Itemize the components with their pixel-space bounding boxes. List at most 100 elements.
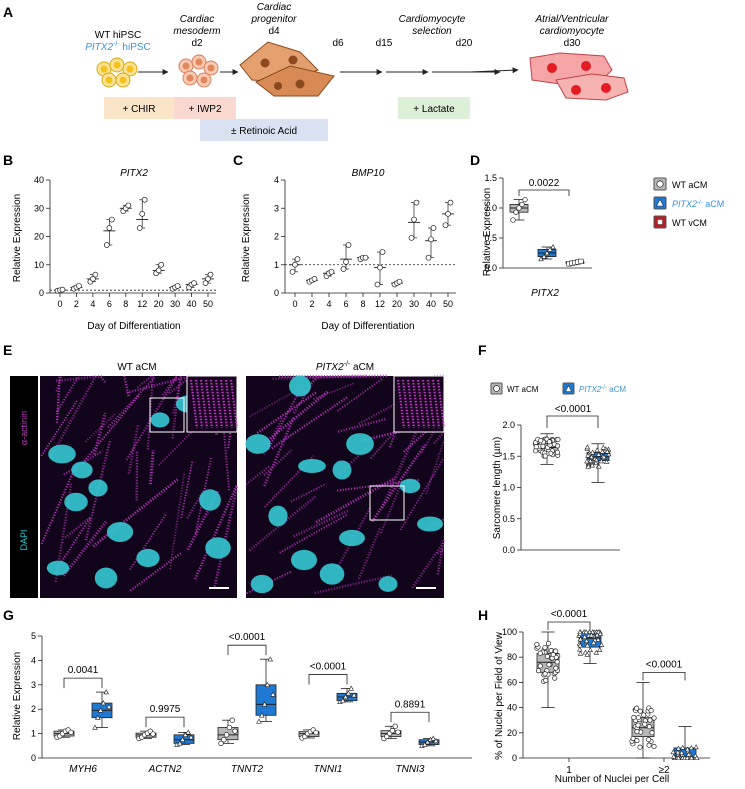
panel-b-point: [139, 211, 146, 217]
image-wt-inset-striation: [195, 379, 203, 429]
panel-g-pvalue: <0.0001: [310, 661, 347, 672]
panel-f-point: [533, 444, 539, 450]
panel-g-gene-label: TNNT2: [231, 764, 264, 775]
panel-b-chart: PITX2 Relative Expression Day of Differe…: [12, 168, 216, 332]
panel-h-point: [596, 647, 603, 652]
panel-g-point: [348, 685, 355, 691]
panel-b-point: [108, 216, 115, 223]
panel-g-point: [92, 724, 98, 730]
progenitor-cells: [239, 41, 335, 97]
legend-main: WT aCM PITX2-/- aCM WT vCM: [653, 177, 724, 229]
panel-g-point: [68, 729, 74, 736]
image-ko-inset-striation: [397, 379, 405, 429]
panel-h-point: [630, 735, 636, 742]
legend-f-ko-tail: aCM: [607, 385, 626, 394]
legend-pitx2: PITX2-/- aCM: [672, 199, 724, 209]
panel-b-point: [191, 280, 197, 286]
image-wt-inset-striation: [230, 379, 238, 429]
panel-c-point: [396, 278, 403, 285]
panel-h-bracket: [547, 621, 591, 630]
panel-h-point: [686, 751, 692, 757]
panel-f-ytick-label: 1.5: [502, 451, 515, 461]
panel-f-point: [594, 447, 600, 453]
panel-d-point: [510, 217, 516, 223]
image-ko-sarcomere-fiber: [292, 508, 350, 538]
panel-h-pvalue: <0.0001: [551, 609, 588, 620]
image-ko-sarcomere-fiber: [399, 457, 445, 531]
panel-d-point: [578, 258, 584, 265]
panel-h-point: [670, 749, 676, 755]
image-ko-sarcomere-fiber: [388, 382, 419, 448]
image-wt-sarcomere-fiber: [84, 413, 116, 443]
panel-f-ytick-label: 0.0: [502, 545, 515, 555]
panel-letter-d: D: [470, 152, 480, 168]
panel-g-point: [100, 700, 107, 706]
panel-h-point: [594, 632, 600, 638]
panel-h-ytick-label: 0: [512, 753, 517, 763]
legend-f-ko: PITX2-/- aCM: [579, 385, 626, 394]
panel-d-bracket: [518, 189, 570, 196]
panel-h-point: [593, 649, 600, 655]
panel-f-point: [546, 439, 552, 445]
panel-h-point: [588, 632, 595, 638]
panel-h-ylabel: % of Nuclei per Field of View: [494, 631, 505, 759]
cell-line-ko-gene: PITX2: [85, 42, 113, 53]
panel-g-bracket: [308, 674, 348, 685]
image-ko-inset-striation: [407, 379, 415, 429]
image-ko-nucleus: [339, 529, 365, 547]
panel-h-point: [590, 639, 597, 645]
stage-2-day: d4: [268, 26, 280, 37]
panel-h-point: [648, 708, 654, 714]
panel-h-point: [688, 745, 695, 750]
panel-h-point: [587, 647, 593, 653]
panel-c-point: [430, 225, 437, 231]
panel-b-ytick-label: 30: [34, 203, 44, 213]
image-ko-inset-striation: [432, 379, 440, 429]
panel-g-tnnt2-series-1-box: [255, 684, 277, 716]
image-wt-sarcomere-fiber: [193, 484, 239, 580]
mesoderm-cluster: [178, 54, 219, 88]
panel-h-point: [651, 715, 657, 721]
panel-f-ytick-label: 0.5: [502, 514, 515, 524]
panel-g-point: [232, 728, 238, 734]
panel-h-point: [583, 638, 590, 644]
panel-f-point: [587, 458, 594, 463]
legend-wt-vcm: WT vCM: [672, 218, 707, 228]
panel-h-ytick-label: 20: [507, 728, 517, 738]
image-wt-sarcomere-fiber: [125, 375, 179, 461]
legend-f-ko-gene: PITX2: [579, 385, 602, 394]
panel-b-point: [207, 271, 214, 278]
panel-letter-h: H: [478, 607, 488, 623]
panel-h-point: [675, 755, 682, 761]
panel-d-point: [544, 250, 550, 256]
image-wt-inset-striation: [215, 379, 223, 429]
panel-b-xtick-label: 50: [203, 299, 213, 309]
panel-h-point: [631, 714, 637, 721]
image-ko-sarcomere-fiber: [272, 374, 368, 381]
panel-g-pvalue: <0.0001: [229, 632, 266, 643]
stage-2-name2: progenitor: [250, 14, 297, 25]
stain-dapi: DAPI: [19, 529, 29, 550]
image-ko-sarcomere-fiber: [256, 390, 318, 434]
image-ko-nucleus: [250, 574, 274, 594]
image-ko-sarcomere-fiber: [267, 392, 300, 450]
panel-h-point: [534, 641, 540, 647]
panel-g-gene-label: TNNI1: [314, 764, 343, 775]
panel-f-point: [604, 448, 611, 454]
cell-line-wt: WT hiPSC: [95, 30, 142, 41]
panel-h-point: [649, 730, 655, 736]
panel-b-point: [205, 276, 211, 282]
panel-c-ytick-label: 2: [274, 232, 279, 242]
panel-f-point: [599, 448, 606, 454]
panel-h-point: [582, 634, 588, 639]
panel-g-point: [223, 732, 230, 738]
panel-g-point: [258, 712, 265, 718]
panel-c-xtick-label: 4: [326, 299, 331, 309]
panel-letter-f: F: [478, 342, 487, 358]
panel-g-pvalue: 0.0041: [68, 665, 99, 676]
panel-h-point: [675, 749, 681, 755]
panel-h-point: [634, 705, 640, 711]
panel-b-xtick-label: 4: [90, 299, 95, 309]
image-ko-inset-striation: [402, 379, 410, 429]
panel-d-chart: Relative Expression PITX2 0.0022 0.0 0.5 1…: [482, 173, 592, 299]
